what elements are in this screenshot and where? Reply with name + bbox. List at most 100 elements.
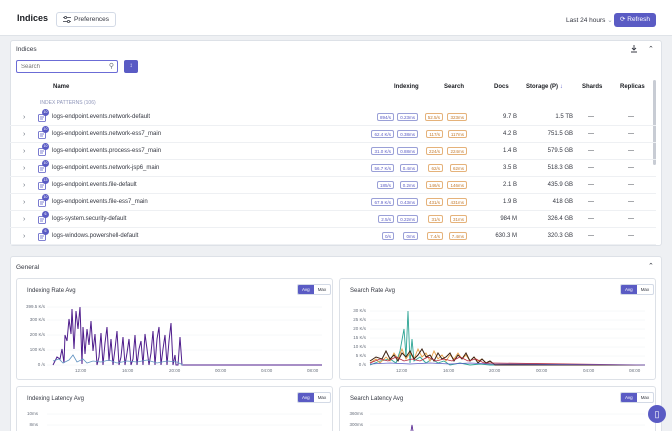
index-name-link[interactable]: logs-endpoint.events.file-default bbox=[52, 182, 137, 188]
indexing-rate-chart bbox=[47, 306, 322, 366]
col-indexing[interactable]: Indexing bbox=[394, 84, 419, 90]
search-latency-ytick: 360ms bbox=[349, 411, 363, 416]
table-row[interactable]: › 6 logs-windows.powershell-default 0/s 0ms 7… bbox=[10, 228, 656, 245]
indexing-latency-toggle[interactable]: Avg Max bbox=[297, 392, 332, 403]
top-bar: Indices Preferences Last 24 hours ⌄ ⟳ Re… bbox=[0, 0, 672, 36]
search-field[interactable]: ⚲ bbox=[16, 60, 118, 73]
expand-chevron-icon[interactable]: › bbox=[23, 233, 26, 240]
indexing-rate-ytick: 0 /s bbox=[37, 362, 45, 367]
help-book-button[interactable]: ▯ bbox=[648, 405, 666, 423]
indexing-rate-pill: 67.9 K/s bbox=[371, 198, 394, 206]
table-row[interactable]: › 6 logs-system.security-default 2.5/s 0.22m… bbox=[10, 211, 656, 228]
collapse-icon[interactable]: ⌃ bbox=[648, 263, 654, 270]
scrollbar[interactable] bbox=[653, 80, 656, 165]
max-toggle[interactable]: Max bbox=[640, 395, 650, 400]
indexing-rate-toggle[interactable]: Avg Max bbox=[297, 284, 332, 295]
shards-value: — bbox=[588, 216, 594, 222]
indices-panel bbox=[10, 40, 662, 246]
search-latency-toggle[interactable]: Avg Max bbox=[620, 392, 655, 403]
storage-value: 751.5 GB bbox=[547, 131, 573, 137]
col-docs[interactable]: Docs bbox=[494, 84, 509, 90]
docs-value: 3.5 B bbox=[502, 165, 517, 171]
search-latency-pill: 431ms bbox=[447, 198, 467, 206]
time-range-select[interactable]: Last 24 hours ⌄ bbox=[566, 16, 613, 24]
indexing-series-purple bbox=[52, 306, 322, 366]
search-latency-title: Search Latency Avg bbox=[350, 396, 404, 402]
search-input[interactable] bbox=[17, 61, 105, 72]
search-rate-xtick: 04:00 bbox=[583, 368, 595, 373]
search-rate-ytick: 5 K/s bbox=[355, 353, 366, 358]
download-icon[interactable] bbox=[630, 45, 638, 55]
sort-icon: ↕ bbox=[129, 63, 133, 69]
max-toggle[interactable]: Max bbox=[640, 287, 650, 292]
search-latency-chart bbox=[370, 413, 645, 431]
search-rate-pill: 431/s bbox=[425, 198, 443, 206]
col-replicas[interactable]: Replicas bbox=[620, 84, 645, 90]
indexing-rate-pill: 56.7 K/s bbox=[371, 164, 394, 172]
index-name-link[interactable]: logs-endpoint.events.network-default bbox=[52, 114, 151, 120]
count-badge: 10 bbox=[42, 143, 49, 150]
expand-chevron-icon[interactable]: › bbox=[23, 114, 26, 121]
col-search[interactable]: Search bbox=[444, 84, 465, 90]
expand-chevron-icon[interactable]: › bbox=[23, 148, 26, 155]
search-latency-pill: 7.4ms bbox=[448, 232, 467, 240]
indexing-latency-pill: 0.4ms bbox=[399, 164, 418, 172]
indexing-rate-ytick: 300 K/s bbox=[29, 317, 45, 322]
search-rate-xtick: 16:00 bbox=[443, 368, 455, 373]
search-latency-pill: 224ms bbox=[447, 147, 467, 155]
table-row[interactable]: › 10 logs-endpoint.events.network-jsp6_mai… bbox=[10, 160, 656, 177]
index-name-link[interactable]: logs-windows.powershell-default bbox=[52, 233, 139, 239]
search-rate-xtick: 08:00 bbox=[629, 368, 641, 373]
storage-value: 579.5 GB bbox=[547, 148, 573, 154]
search-rate-toggle[interactable]: Avg Max bbox=[620, 284, 655, 295]
index-name-link[interactable]: logs-system.security-default bbox=[52, 216, 127, 222]
expand-chevron-icon[interactable]: › bbox=[23, 182, 26, 189]
refresh-button[interactable]: ⟳ Refresh bbox=[614, 13, 656, 27]
storage-value: 326.4 GB bbox=[547, 216, 573, 222]
avg-toggle[interactable]: Avg bbox=[621, 393, 637, 402]
indexing-rate-card: Indexing Rate Avg Avg Max 399.5 K/s 300 K… bbox=[16, 278, 333, 380]
chevron-down-icon: ⌄ bbox=[607, 17, 613, 24]
search-series-dark bbox=[369, 348, 645, 366]
search-latency-ytick: 300ms bbox=[349, 422, 363, 427]
table-row[interactable]: › 10 logs-endpoint.events.file-ess7_main 67… bbox=[10, 194, 656, 211]
replicas-value: — bbox=[628, 131, 634, 137]
index-name-link[interactable]: logs-endpoint.events.process-ess7_main bbox=[52, 148, 162, 154]
search-rate-xtick: 00:00 bbox=[536, 368, 548, 373]
max-toggle[interactable]: Max bbox=[317, 395, 327, 400]
index-name-link[interactable]: logs-endpoint.events.network-jsp6_main bbox=[52, 165, 160, 171]
table-row[interactable]: › 10 logs-endpoint.events.network-ess7_mai… bbox=[10, 126, 656, 143]
table-row[interactable]: › 10 logs-endpoint.events.network-default 8… bbox=[10, 109, 656, 126]
table-row[interactable]: › 10 logs-endpoint.events.process-ess7_mai… bbox=[10, 143, 656, 160]
search-series-teal bbox=[369, 310, 645, 366]
search-latency-pill: 31ms bbox=[449, 215, 467, 223]
collapse-icon[interactable]: ⌃ bbox=[648, 46, 654, 53]
table-row[interactable]: › 13 logs-endpoint.events.file-default 185/… bbox=[10, 177, 656, 194]
avg-toggle[interactable]: Avg bbox=[298, 393, 314, 402]
indexing-latency-ytick: 8ms bbox=[29, 422, 38, 427]
count-badge: 10 bbox=[42, 194, 49, 201]
preferences-button[interactable]: Preferences bbox=[56, 12, 117, 27]
avg-toggle[interactable]: Avg bbox=[621, 285, 637, 294]
col-shards[interactable]: Shards bbox=[582, 84, 603, 90]
max-toggle[interactable]: Max bbox=[317, 287, 327, 292]
expand-chevron-icon[interactable]: › bbox=[23, 199, 26, 206]
replicas-value: — bbox=[628, 182, 634, 188]
search-latency-card: Search Latency Avg Avg Max 360ms 300ms bbox=[339, 386, 656, 431]
search-rate-ytick: 10 K/s bbox=[353, 344, 366, 349]
expand-chevron-icon[interactable]: › bbox=[23, 216, 26, 223]
index-name-link[interactable]: logs-endpoint.events.file-ess7_main bbox=[52, 199, 148, 205]
col-storage[interactable]: Storage (P) ↓ bbox=[526, 84, 563, 90]
expand-chevron-icon[interactable]: › bbox=[23, 165, 26, 172]
index-name-link[interactable]: logs-endpoint.events.network-ess7_main bbox=[52, 131, 162, 137]
expand-chevron-icon[interactable]: › bbox=[23, 131, 26, 138]
col-name[interactable]: Name bbox=[53, 84, 70, 90]
storage-value: 1.5 TB bbox=[555, 114, 573, 120]
indexing-rate-pill: 62.4 K/s bbox=[371, 130, 394, 138]
avg-toggle[interactable]: Avg bbox=[298, 285, 314, 294]
sort-filter-button[interactable]: ↕ bbox=[124, 60, 138, 73]
search-latency-pill: 62ms bbox=[449, 164, 467, 172]
search-rate-chart bbox=[369, 310, 646, 366]
indexing-rate-pill: 31.0 K/s bbox=[371, 147, 394, 155]
count-badge: 10 bbox=[42, 109, 49, 116]
